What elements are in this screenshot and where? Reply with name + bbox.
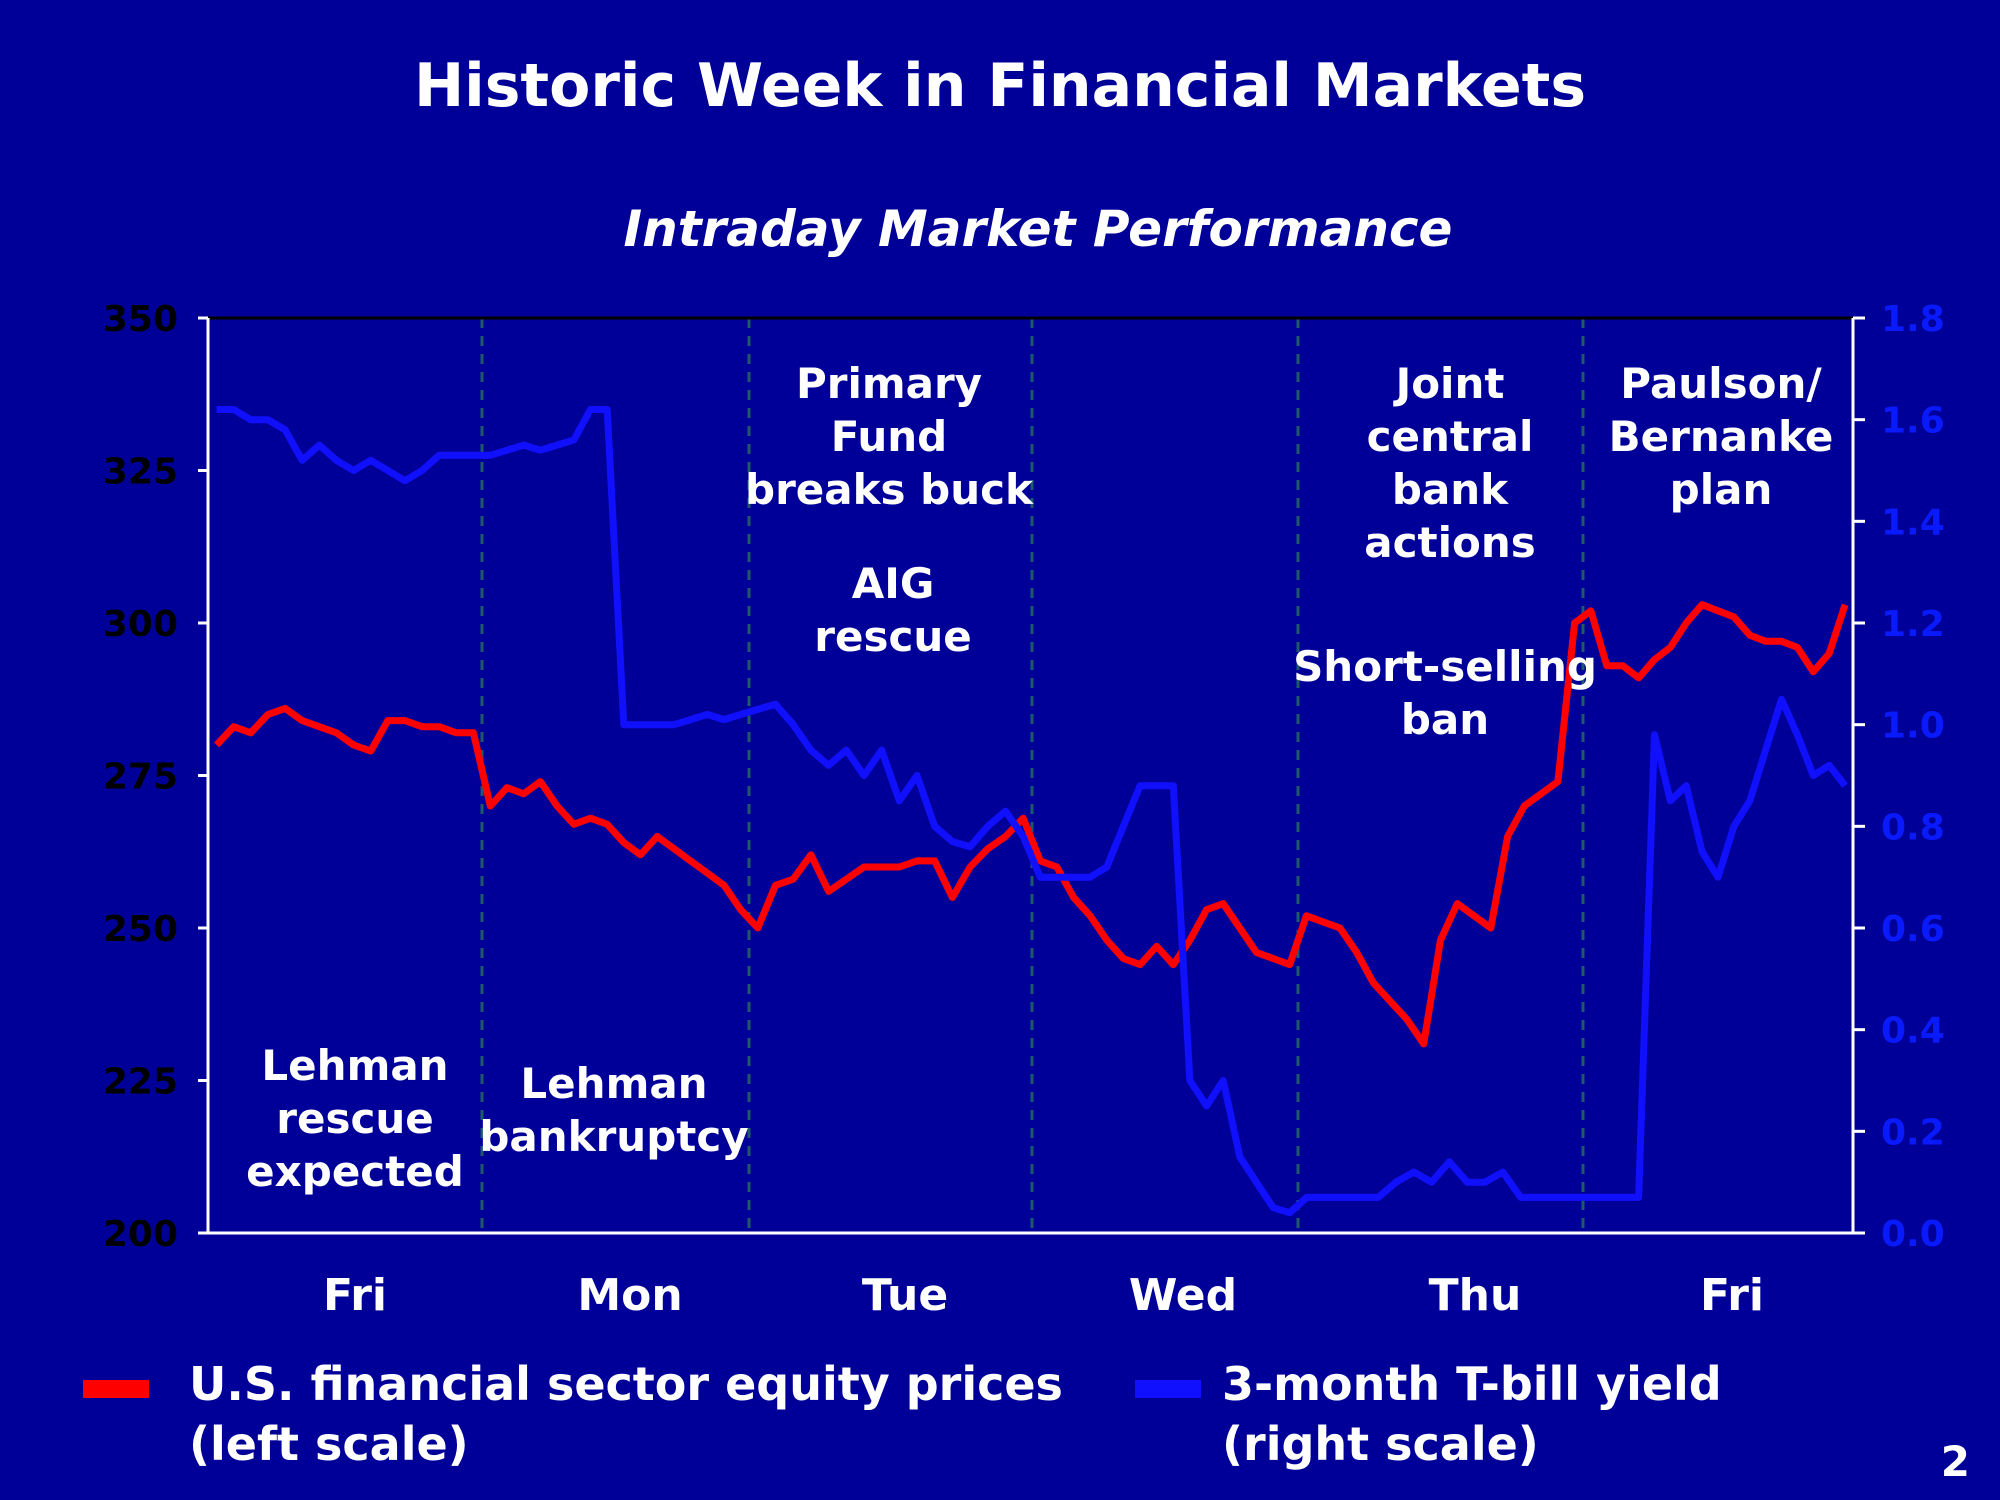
legend-label: 3-month T-bill yield (1222, 1357, 1722, 1411)
left-tick-label: 275 (103, 757, 178, 798)
x-tick-label: Fri (323, 1270, 387, 1321)
annotation-text: rescue (276, 1094, 433, 1143)
legend-label: (right scale) (1222, 1417, 1539, 1471)
annotation-text: Fund (831, 412, 947, 461)
left-tick-label: 325 (103, 452, 178, 493)
legend-swatch (1135, 1380, 1201, 1398)
tbill-yield-line (216, 406, 1848, 1217)
left-tick-label: 200 (103, 1214, 178, 1255)
slide-title: Historic Week in Financial Markets (414, 51, 1586, 121)
annotation-text: expected (246, 1147, 464, 1196)
right-tick-label: 0.4 (1881, 1011, 1945, 1052)
x-tick-label: Thu (1429, 1270, 1522, 1321)
right-tick-label: 0.0 (1881, 1214, 1945, 1255)
right-tick-label: 0.6 (1881, 909, 1945, 950)
annotation-text: AIG (852, 559, 935, 608)
left-tick-label: 350 (103, 299, 178, 340)
annotation-text: breaks buck (745, 465, 1034, 514)
page-number: 2 (1941, 1437, 1970, 1486)
x-tick-label: Fri (1700, 1270, 1764, 1321)
legend-label: U.S. financial sector equity prices (189, 1357, 1063, 1411)
left-tick-label: 300 (103, 604, 178, 645)
equity-price-line (214, 601, 1849, 1048)
right-tick-label: 0.8 (1881, 807, 1945, 848)
annotation-text: Lehman (261, 1041, 448, 1090)
annotation-text: actions (1364, 518, 1535, 567)
annotation-text: bankruptcy (479, 1112, 748, 1161)
annotation-text: bank (1392, 465, 1509, 514)
right-tick-label: 1.4 (1881, 502, 1945, 543)
annotation-text: Joint (1393, 359, 1505, 408)
annotation-text: Lehman (520, 1059, 707, 1108)
left-tick-label: 250 (103, 909, 178, 950)
left-tick-label: 225 (103, 1062, 178, 1103)
annotation-text: Paulson/ (1620, 359, 1822, 408)
annotation-text: Short-selling (1293, 642, 1597, 691)
legend-label: (left scale) (189, 1417, 469, 1471)
right-tick-label: 0.2 (1881, 1112, 1945, 1153)
series-lines (214, 406, 1849, 1217)
annotation-text: central (1367, 412, 1534, 461)
x-tick-label: Tue (862, 1270, 948, 1321)
x-tick-label: Mon (577, 1270, 682, 1321)
day-separators (480, 318, 1585, 1233)
x-tick-label: Wed (1129, 1270, 1237, 1321)
right-tick-label: 1.6 (1881, 401, 1945, 442)
annotation-text: Primary (796, 359, 982, 408)
right-tick-label: 1.2 (1881, 604, 1945, 645)
annotations: LehmanrescueexpectedLehmanbankruptcyPrim… (246, 359, 1833, 1196)
axes: 200 225 250 275 300 325 350 0.0 0.2 0.4 0.6 0.8 1.0 1… (103, 299, 1945, 1321)
legend: U.S. financial sector equity prices (left… (83, 1357, 1722, 1471)
right-tick-label: 1.8 (1881, 299, 1945, 340)
chart-subtitle: Intraday Market Performance (624, 200, 1453, 258)
annotation-text: rescue (814, 612, 971, 661)
annotation-text: plan (1670, 465, 1773, 514)
right-tick-label: 1.0 (1881, 706, 1945, 747)
legend-swatch (83, 1380, 149, 1398)
annotation-text: ban (1401, 695, 1489, 744)
annotation-text: Bernanke (1609, 412, 1834, 461)
